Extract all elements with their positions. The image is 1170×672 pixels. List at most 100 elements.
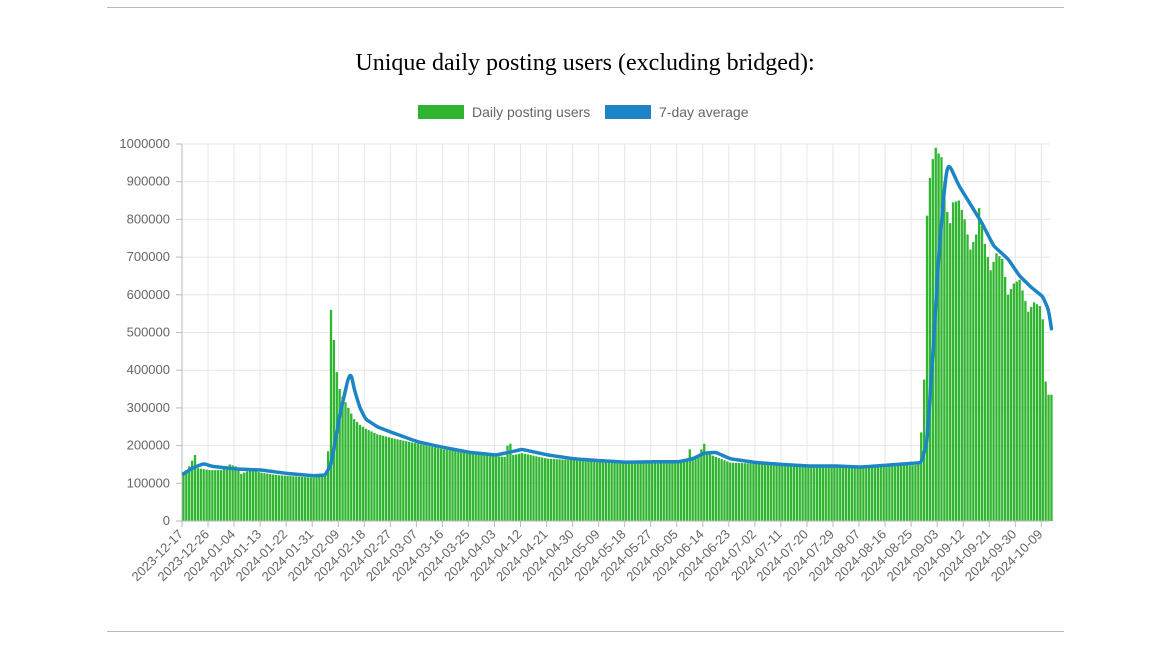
- legend-swatch-7-day-average: [605, 105, 651, 119]
- bar: [243, 472, 246, 521]
- bar: [379, 435, 382, 521]
- bar: [581, 460, 584, 521]
- bar: [529, 455, 532, 521]
- bar: [862, 467, 865, 521]
- bar: [917, 464, 920, 521]
- bar: [555, 459, 558, 521]
- bar: [245, 471, 249, 521]
- bar: [335, 372, 338, 521]
- bar: [587, 460, 590, 521]
- grid: [181, 143, 1050, 522]
- bar: [405, 441, 408, 521]
- bar: [214, 470, 217, 521]
- bar: [248, 470, 252, 521]
- bar: [633, 462, 636, 521]
- bar: [384, 436, 388, 521]
- bar: [208, 470, 211, 521]
- bar: [899, 465, 903, 521]
- bar: [364, 428, 367, 521]
- bar: [1030, 307, 1033, 521]
- bar: [671, 462, 674, 521]
- bar: [202, 469, 205, 521]
- bar: [465, 452, 469, 521]
- bar: [347, 407, 350, 521]
- bar: [601, 461, 605, 521]
- bar: [344, 402, 347, 521]
- bar: [980, 226, 984, 521]
- bar: [697, 455, 700, 521]
- bar: [277, 475, 281, 521]
- bar: [946, 211, 949, 522]
- bar: [231, 465, 234, 521]
- bar: [653, 461, 657, 521]
- bar: [460, 451, 463, 521]
- bar: [879, 465, 882, 521]
- bar: [240, 473, 243, 522]
- bar: [332, 340, 336, 521]
- bar: [795, 466, 798, 521]
- legend: Daily posting users 7-day average: [418, 104, 749, 120]
- y-tick-label: 600000: [127, 287, 170, 302]
- bar: [870, 466, 874, 521]
- bar: [271, 474, 275, 521]
- bar: [570, 459, 573, 521]
- bar: [1012, 283, 1015, 521]
- y-tick-label: 200000: [127, 438, 170, 453]
- bar: [350, 413, 353, 521]
- bar: [326, 451, 330, 521]
- bar: [691, 456, 694, 521]
- legend-label-7-day-average: 7-day average: [659, 104, 749, 120]
- bar: [217, 470, 220, 521]
- bar: [824, 466, 827, 521]
- bar: [486, 455, 489, 521]
- bar: [367, 430, 370, 521]
- bar: [295, 476, 298, 521]
- bar: [526, 454, 529, 521]
- bar: [506, 445, 509, 521]
- bar: [700, 449, 703, 521]
- bar: [266, 473, 269, 521]
- bar: [298, 476, 301, 521]
- bar: [1047, 394, 1050, 521]
- bar: [983, 243, 987, 521]
- bar: [355, 422, 359, 521]
- bar: [619, 462, 622, 521]
- y-tick-label: 0: [163, 513, 170, 528]
- bar: [705, 453, 709, 521]
- bar: [1032, 302, 1036, 521]
- bar: [613, 462, 616, 521]
- bar: [688, 449, 691, 521]
- bar: [468, 453, 472, 521]
- bar: [237, 470, 240, 521]
- bar: [720, 459, 723, 521]
- bar: [520, 453, 524, 521]
- bar: [894, 465, 897, 521]
- bar: [876, 465, 879, 521]
- bar: [1050, 394, 1053, 521]
- bar: [567, 459, 570, 521]
- bar: [813, 466, 816, 521]
- bar: [833, 466, 836, 521]
- bar: [442, 449, 445, 521]
- bar: [937, 153, 940, 521]
- bar: [292, 476, 295, 521]
- bar: [318, 475, 321, 521]
- bar: [338, 389, 341, 521]
- bar: [549, 458, 553, 521]
- bar: [188, 466, 191, 521]
- bar: [749, 463, 752, 521]
- bar: [471, 453, 474, 521]
- bar: [760, 464, 764, 521]
- bar: [598, 461, 602, 521]
- bar: [480, 454, 483, 521]
- bar: [685, 460, 689, 521]
- bar: [740, 463, 744, 521]
- bar: [954, 201, 958, 522]
- bar: [963, 219, 966, 521]
- bar: [645, 461, 648, 521]
- bar: [951, 202, 955, 521]
- bar: [885, 465, 888, 521]
- bar: [396, 439, 399, 521]
- bar: [497, 456, 500, 521]
- bar: [254, 471, 257, 521]
